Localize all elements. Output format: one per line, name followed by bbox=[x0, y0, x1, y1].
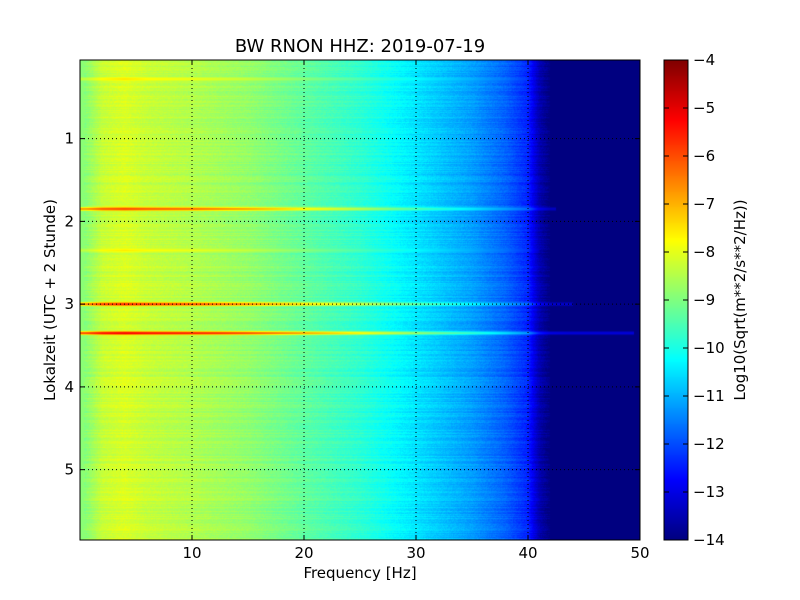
x-axis-label: Frequency [Hz] bbox=[303, 564, 416, 582]
x-axis-ticks: 10 20 30 40 50 bbox=[182, 60, 650, 562]
x-tick-label: 40 bbox=[518, 544, 537, 562]
heatmap-canvas-container bbox=[80, 60, 640, 540]
y-tick-label: 2 bbox=[64, 212, 74, 230]
x-tick-label: 50 bbox=[630, 544, 649, 562]
colorbar-tick-label: −7 bbox=[693, 195, 715, 213]
y-axis-ticks: 1 2 3 4 5 bbox=[64, 130, 640, 479]
colorbar-tick-label: −4 bbox=[693, 51, 715, 69]
x-tick-label: 20 bbox=[294, 544, 313, 562]
colorbar-tick-label: −11 bbox=[693, 387, 725, 405]
x-tick-label: 10 bbox=[182, 544, 201, 562]
y-tick-label: 5 bbox=[64, 461, 74, 479]
plot-area: 10 20 30 40 50 1 2 3 4 5 bbox=[64, 59, 650, 562]
colorbar-ticks: −4 −5 −6 −7 −8 −9 −10 −11 −12 −13 −14 bbox=[664, 51, 725, 549]
y-tick-label: 4 bbox=[64, 378, 74, 396]
chart-title: BW RNON HHZ: 2019-07-19 bbox=[235, 36, 485, 57]
colorbar: −4 −5 −6 −7 −8 −9 −10 −11 −12 −13 −14 bbox=[663, 51, 725, 549]
x-tick-label: 30 bbox=[406, 544, 425, 562]
y-axis-label: Lokalzeit (UTC + 2 Stunde) bbox=[41, 199, 59, 401]
colorbar-label: Log10(Sqrt(m**2/s**2/Hz)) bbox=[731, 199, 749, 400]
colorbar-tick-label: −14 bbox=[693, 531, 725, 549]
colorbar-tick-label: −8 bbox=[693, 243, 715, 261]
grid-lines bbox=[80, 60, 640, 540]
colorbar-tick-label: −9 bbox=[693, 291, 715, 309]
plot-frame bbox=[79, 59, 641, 541]
colorbar-tick-label: −10 bbox=[693, 339, 725, 357]
y-tick-label: 1 bbox=[64, 130, 74, 148]
colorbar-tick-label: −6 bbox=[693, 147, 715, 165]
colorbar-tick-label: −5 bbox=[693, 99, 715, 117]
colorbar-tick-label: −13 bbox=[693, 483, 725, 501]
y-tick-label: 3 bbox=[64, 295, 74, 313]
colorbar-tick-label: −12 bbox=[693, 435, 725, 453]
heatmap-image bbox=[80, 60, 640, 540]
